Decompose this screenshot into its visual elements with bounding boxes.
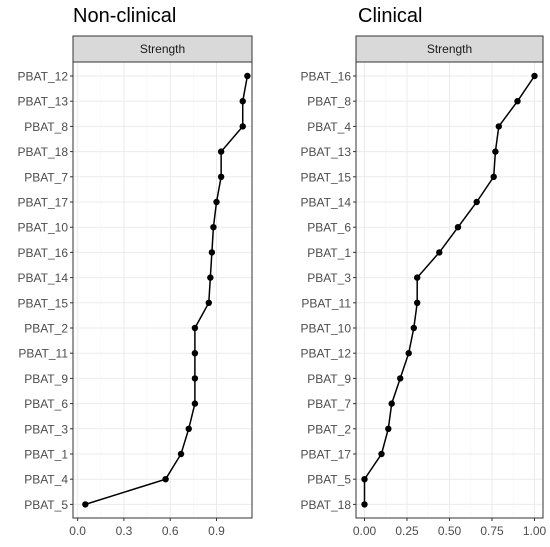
data-point: [397, 375, 404, 382]
data-point: [162, 476, 169, 483]
y-tick-label: PBAT_11: [18, 347, 68, 361]
series-line: [85, 75, 249, 506]
y-tick-label: PBAT_7: [24, 170, 68, 184]
y-tick-label: PBAT_4: [307, 120, 351, 134]
data-point: [191, 375, 199, 382]
y-tick-label: PBAT_9: [307, 372, 351, 386]
data-point: [361, 501, 368, 508]
y-tick-label: PBAT_6: [24, 397, 68, 411]
panel-title: Non-clinical: [73, 5, 176, 27]
y-tick-label: PBAT_13: [18, 95, 69, 109]
y-tick-label: PBAT_3: [307, 271, 351, 285]
y-tick-label: PBAT_13: [301, 145, 352, 159]
data-point: [385, 425, 392, 432]
data-point: [239, 123, 246, 130]
data-point: [454, 224, 462, 231]
y-tick-label: PBAT_10: [301, 322, 352, 336]
data-point: [213, 198, 220, 206]
data-point: [473, 198, 480, 206]
y-tick-label: PBAT_11: [301, 296, 351, 310]
data-point: [191, 350, 199, 357]
data-point: [410, 324, 417, 332]
series-line: [363, 75, 536, 505]
y-tick-label: PBAT_8: [24, 120, 68, 134]
data-point: [191, 400, 199, 407]
x-tick-label: 0.50: [438, 524, 462, 538]
y-tick-label: PBAT_16: [18, 246, 69, 260]
data-point: [207, 274, 214, 281]
x-tick-label: 0.0: [69, 524, 86, 538]
y-tick-label: PBAT_6: [307, 221, 351, 235]
x-tick-label: 0.3: [116, 524, 133, 538]
y-tick-label: PBAT_12: [301, 347, 352, 361]
data-point: [531, 72, 538, 80]
y-tick-label: PBAT_15: [18, 296, 69, 310]
y-tick-label: PBAT_5: [24, 498, 68, 512]
y-tick-label: PBAT_10: [18, 221, 69, 235]
x-tick-label: 1.00: [523, 524, 547, 538]
y-tick-label: PBAT_1: [24, 448, 68, 462]
x-tick-label: 0.6: [162, 524, 179, 538]
y-tick-label: PBAT_8: [307, 95, 351, 109]
y-tick-label: PBAT_14: [301, 196, 352, 210]
data-point: [210, 224, 217, 231]
plot-background: [73, 62, 252, 518]
y-tick-label: PBAT_1: [307, 246, 351, 260]
data-point: [217, 173, 225, 180]
y-tick-label: PBAT_17: [18, 196, 69, 210]
y-tick-label: PBAT_17: [301, 448, 352, 462]
panel-clinical: Clinical Strength PBAT_16 PBAT_8 PBAT_4 PBAT_…: [301, 5, 547, 538]
y-tick-label: PBAT_3: [24, 422, 68, 436]
data-point: [239, 98, 246, 105]
data-point: [244, 72, 251, 80]
data-point: [205, 299, 212, 306]
x-tick-label: 0.25: [395, 524, 419, 538]
y-tick-label: PBAT_12: [18, 70, 69, 84]
facet-strip-label: Strength: [427, 42, 472, 56]
facet-strip: [72, 35, 253, 63]
data-point: [378, 450, 385, 458]
y-tick-label: PBAT_7: [307, 397, 351, 411]
y-tick-label: PBAT_14: [18, 271, 69, 285]
plot-frame: [72, 61, 253, 519]
data-point: [414, 299, 421, 306]
y-tick-label: PBAT_5: [307, 473, 351, 487]
y-tick-label: PBAT_2: [24, 322, 68, 336]
data-point: [514, 98, 521, 105]
data-point: [414, 274, 421, 281]
facet-strip-label: Strength: [140, 42, 185, 56]
y-tick-label: PBAT_9: [24, 372, 68, 386]
x-tick-label: 0.75: [480, 524, 504, 538]
y-tick-label: PBAT_15: [301, 170, 352, 184]
data-point: [361, 476, 368, 483]
data-point: [388, 400, 395, 407]
y-tick-label: PBAT_18: [18, 145, 69, 159]
y-tick-label: PBAT_2: [307, 422, 351, 436]
panel-title: Clinical: [358, 5, 422, 27]
data-point: [436, 249, 443, 256]
y-tick-label: PBAT_16: [301, 70, 352, 84]
data-point: [185, 425, 192, 432]
x-tick-label: 0.9: [208, 524, 225, 538]
data-point: [82, 501, 89, 508]
data-point: [208, 249, 216, 256]
y-tick-label: PBAT_4: [24, 473, 68, 487]
data-point: [177, 450, 185, 458]
data-point: [217, 148, 225, 155]
data-point: [405, 350, 412, 357]
x-tick-label: 0.00: [353, 524, 377, 538]
data-point: [490, 173, 497, 180]
data-point: [495, 123, 502, 130]
facet-strip: [355, 35, 544, 63]
y-tick-label: PBAT_18: [301, 498, 352, 512]
data-point: [492, 148, 499, 155]
data-point: [191, 324, 199, 332]
panel-non-clinical: Non-clinical Strength PBAT_12 PBAT_13 PBAT_8…: [18, 5, 253, 538]
